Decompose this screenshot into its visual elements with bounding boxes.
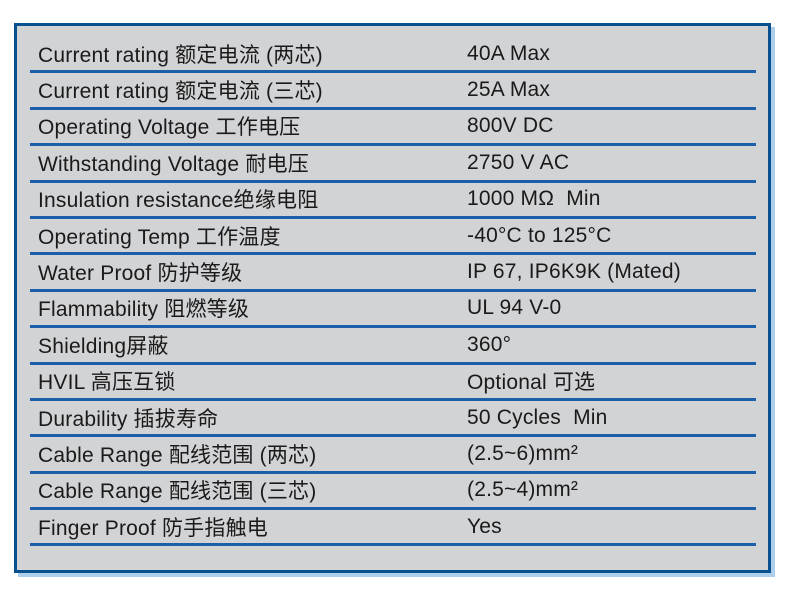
spec-label: Insulation resistance绝缘电阻 <box>38 189 319 213</box>
spec-value: 40A Max <box>467 41 551 65</box>
table-row-finger-proof: Finger Proof 防手指触电 Yes <box>30 510 756 547</box>
spec-label: HVIL 高压互锁 <box>38 371 176 395</box>
table-row-insulation-resistance: Insulation resistance绝缘电阻 1000 MΩ Min <box>30 183 756 219</box>
spec-value: IP 67, IP6K9K (Mated) <box>467 260 681 284</box>
spec-value: -40°C to 125°C <box>467 223 612 247</box>
table-row-water-proof: Water Proof 防护等级 IP 67, IP6K9K (Mated) <box>30 255 756 292</box>
spec-value: 50 Cycles Min <box>467 405 608 429</box>
spec-label: Finger Proof 防手指触电 <box>38 516 268 540</box>
table-row-current-rating-3core: Current rating 额定电流 (三芯) 25A Max <box>30 73 756 110</box>
table-row-cable-range-2core: Cable Range 配线范围 (两芯) (2.5~6)mm² <box>30 437 756 474</box>
table-row-operating-temp: Operating Temp 工作温度 -40°C to 125°C <box>30 219 756 256</box>
spec-value: 2750 V AC <box>467 150 570 174</box>
table-row-shielding: Shielding屏蔽 360° <box>30 328 756 365</box>
table-row-cable-range-3core: Cable Range 配线范围 (三芯) (2.5~4)mm² <box>30 474 756 511</box>
spec-label: Water Proof 防护等级 <box>38 262 243 286</box>
spec-label: Current rating 额定电流 (两芯) <box>38 43 323 67</box>
spec-label: Operating Voltage 工作电压 <box>38 116 301 140</box>
spec-label: Durability 插拔寿命 <box>38 407 219 431</box>
table-row-current-rating-2core: Current rating 额定电流 (两芯) 40A Max <box>30 37 756 74</box>
table-row-hvil: HVIL 高压互锁 Optional 可选 <box>30 365 756 401</box>
spec-label: Cable Range 配线范围 (两芯) <box>38 443 317 467</box>
spec-value: 360° <box>467 332 512 356</box>
spec-value: UL 94 V-0 <box>467 296 562 320</box>
spec-value: Yes <box>467 514 502 538</box>
spec-label: Withstanding Voltage 耐电压 <box>38 152 309 176</box>
table-row-flammability: Flammability 阻燃等级 UL 94 V-0 <box>30 292 756 329</box>
table-row-operating-voltage: Operating Voltage 工作电压 800V DC <box>30 110 756 147</box>
spec-value: 1000 MΩ Min <box>467 187 601 211</box>
spec-label: Flammability 阻燃等级 <box>38 298 250 322</box>
spec-value: (2.5~6)mm² <box>467 441 579 465</box>
spec-value: 25A Max <box>467 78 551 102</box>
spec-label: Shielding屏蔽 <box>38 334 169 358</box>
spec-label: Current rating 额定电流 (三芯) <box>38 80 323 104</box>
table-row-withstanding-voltage: Withstanding Voltage 耐电压 2750 V AC <box>30 146 756 183</box>
specification-table: Current rating 额定电流 (两芯) 40A Max Current… <box>14 23 771 573</box>
spec-label: Operating Temp 工作温度 <box>38 225 281 249</box>
spec-label: Cable Range 配线范围 (三芯) <box>38 480 317 504</box>
spec-value: (2.5~4)mm² <box>467 478 579 502</box>
spec-value: 800V DC <box>467 114 554 138</box>
table-row-durability: Durability 插拔寿命 50 Cycles Min <box>30 401 756 438</box>
spec-value: Optional 可选 <box>467 371 596 395</box>
